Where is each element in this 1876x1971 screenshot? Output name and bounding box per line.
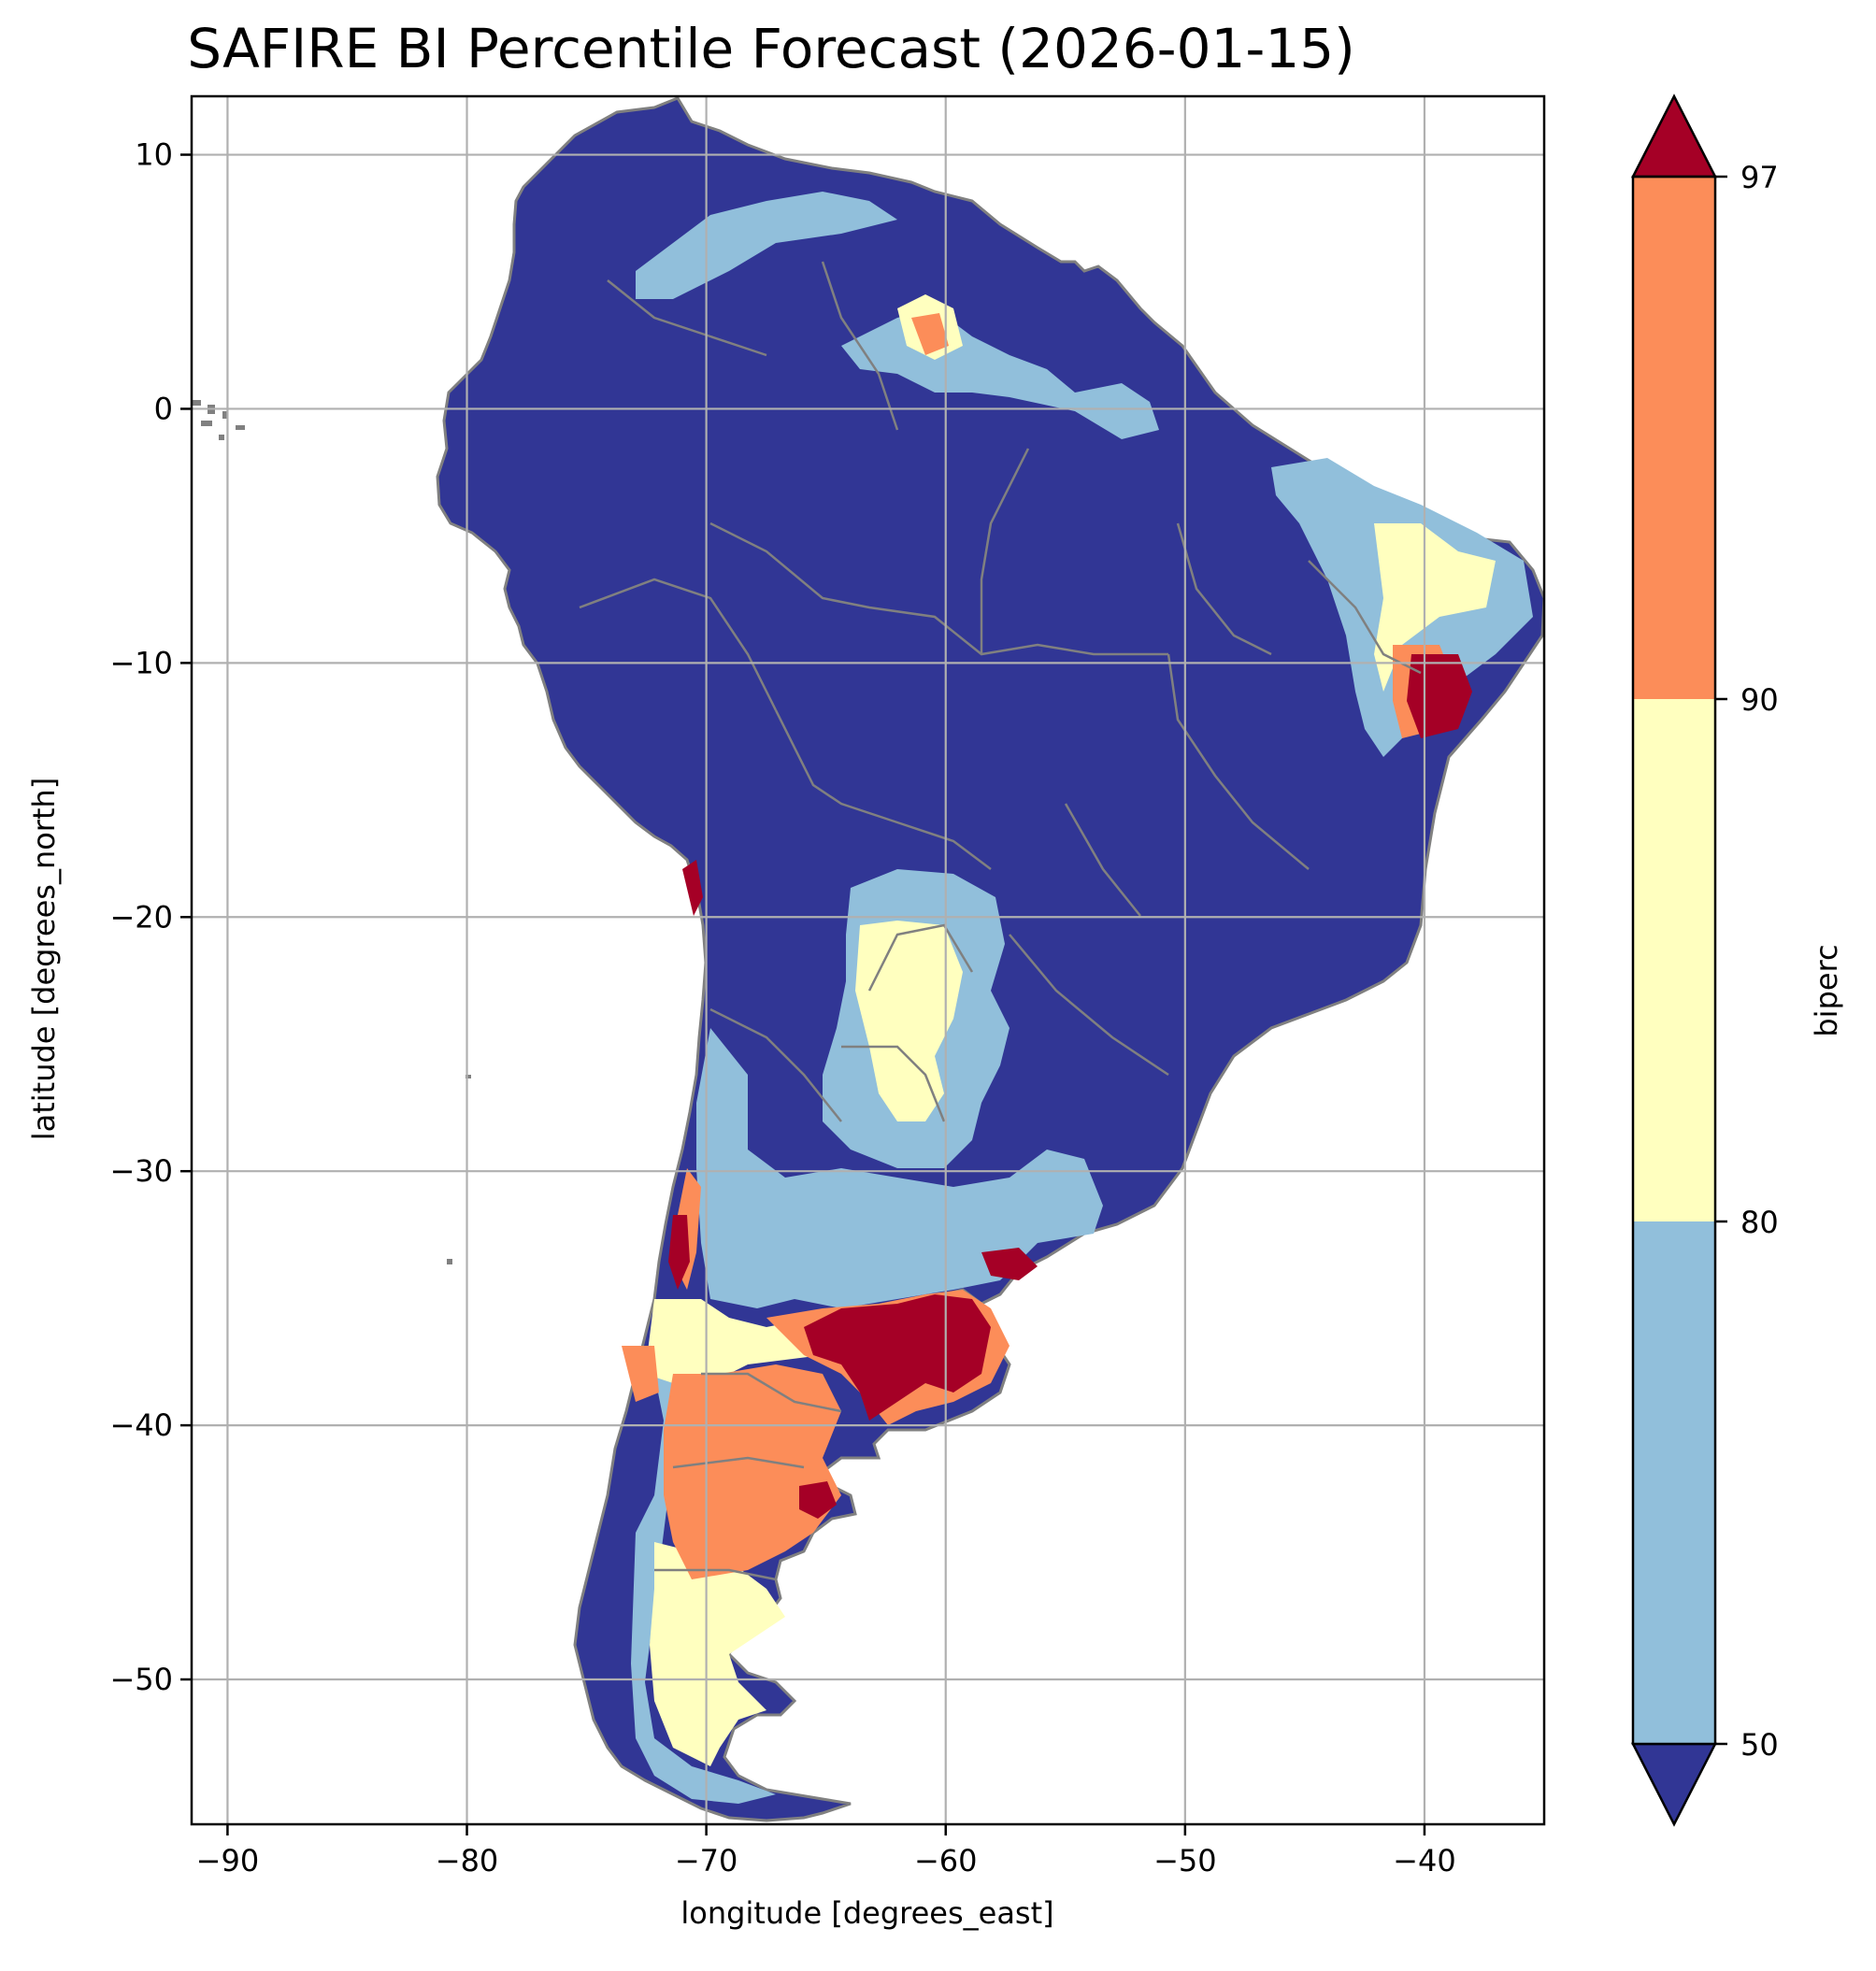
x-axis-label: longitude [degrees_east] (680, 1895, 1053, 1931)
x-axis-ticks: −90 −80 −70 −60 −50 −40 (196, 1824, 1456, 1878)
chart-title: SAFIRE BI Percentile Forecast (2026-01-1… (187, 17, 1355, 80)
colorbar-tick-50: 50 (1740, 1727, 1779, 1763)
colorbar-extend-low (1630, 1742, 1718, 1827)
patch-cuyo-yellow (645, 1299, 823, 1383)
map-plot-area: −90 −80 −70 −60 −50 −40 10 0 −10 −20 −30 −40 −50 (109, 94, 1546, 1878)
patch-southern-cone-blue (696, 1028, 1103, 1308)
patch-ne-brazil-red (1407, 654, 1472, 738)
patch-uruguay-red (981, 1248, 1038, 1280)
colorbar-bin-80-90 (1633, 699, 1715, 1221)
patch-patagonia-yellow (650, 1542, 785, 1766)
galapagos-islands (192, 400, 245, 440)
colorbar-bin-50-80 (1633, 1221, 1715, 1744)
colorbar-frame (1631, 175, 1717, 1746)
patch-patagonia-orange (664, 1364, 841, 1579)
map-frame (190, 94, 1546, 1826)
patch-ne-yellow (1374, 523, 1496, 692)
y-tick-label: −30 (109, 1153, 173, 1189)
admin-borders (579, 261, 1422, 1581)
y-tick-label: −20 (109, 899, 173, 935)
y-tick-label: 0 (154, 391, 173, 426)
y-axis-label: latitude [degrees_north] (26, 778, 62, 1141)
colorbar-tick-90: 90 (1740, 682, 1779, 718)
y-tick-label: 10 (135, 137, 173, 173)
x-tick-label: −40 (1393, 1843, 1456, 1878)
y-axis-ticks: 10 0 −10 −20 −30 −40 −50 (109, 137, 192, 1697)
colorbar: 97 90 80 50 biperc (1630, 93, 1844, 1827)
san-felix-island (465, 1075, 471, 1078)
x-tick-label: −80 (436, 1843, 499, 1878)
patch-coast-red (682, 860, 703, 916)
colorbar-tick-97: 97 (1740, 160, 1779, 195)
colorbar-tick-80: 80 (1740, 1205, 1779, 1240)
y-tick-label: −50 (109, 1662, 173, 1697)
colorbar-extend-high (1630, 93, 1718, 179)
y-tick-label: −10 (109, 645, 173, 680)
patch-chile-red (668, 1215, 690, 1290)
y-tick-label: −40 (109, 1407, 173, 1443)
colorbar-bin-90-97 (1633, 177, 1715, 699)
patch-chubut-red (799, 1481, 837, 1519)
patch-north-orange (911, 313, 949, 355)
x-tick-label: −70 (675, 1843, 738, 1878)
patch-cuyo-orange (622, 1346, 659, 1402)
x-tick-label: −50 (1153, 1843, 1217, 1878)
patch-pampa-red (804, 1294, 991, 1421)
x-tick-label: −60 (914, 1843, 978, 1878)
gridlines (192, 96, 1544, 1824)
patch-llanos (636, 192, 897, 299)
patch-chaco-yellow (855, 921, 963, 1121)
x-tick-label: −90 (196, 1843, 260, 1878)
colorbar-label: biperc (1809, 944, 1844, 1036)
juan-fernandez-island (447, 1259, 452, 1264)
